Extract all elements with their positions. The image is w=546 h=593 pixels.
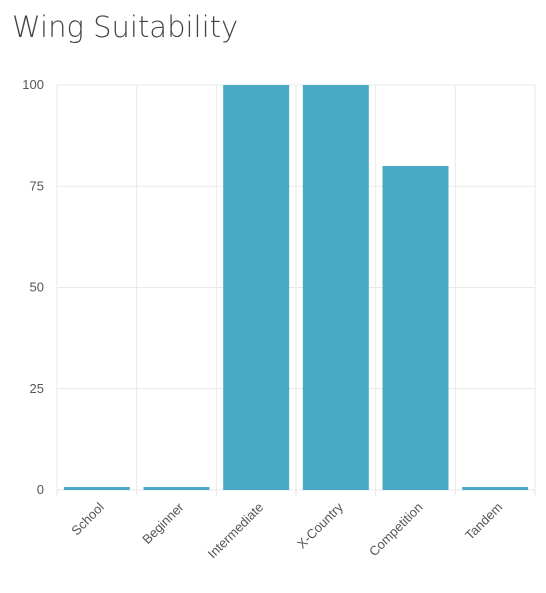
bar-competition[interactable] <box>382 166 449 490</box>
chart-title: Wing Suitability <box>12 10 239 44</box>
x-tick-label: Competition <box>366 500 426 560</box>
bar-tandem[interactable] <box>462 487 529 490</box>
bar-intermediate[interactable] <box>223 85 290 490</box>
x-axis-labels: School Beginner Intermediate X-Country Compe… <box>68 499 505 561</box>
bar-beginner[interactable] <box>143 487 210 490</box>
bar-x-country[interactable] <box>302 85 369 490</box>
x-tick-label: Intermediate <box>205 500 267 562</box>
y-tick-label: 50 <box>30 280 44 295</box>
grid-lines <box>56 84 536 496</box>
y-tick-label: 25 <box>30 381 44 396</box>
y-tick-label: 0 <box>37 482 44 497</box>
x-tick-label: Beginner <box>139 499 187 547</box>
y-tick-label: 75 <box>30 178 44 193</box>
x-tick-label: School <box>68 499 107 538</box>
bars <box>63 85 529 490</box>
x-tick-label: X-Country <box>294 499 346 551</box>
y-axis-ticks: 0 25 50 75 100 <box>22 77 44 497</box>
x-tick-label: Tandem <box>462 500 505 543</box>
y-tick-label: 100 <box>22 77 44 92</box>
bar-school[interactable] <box>63 487 130 490</box>
